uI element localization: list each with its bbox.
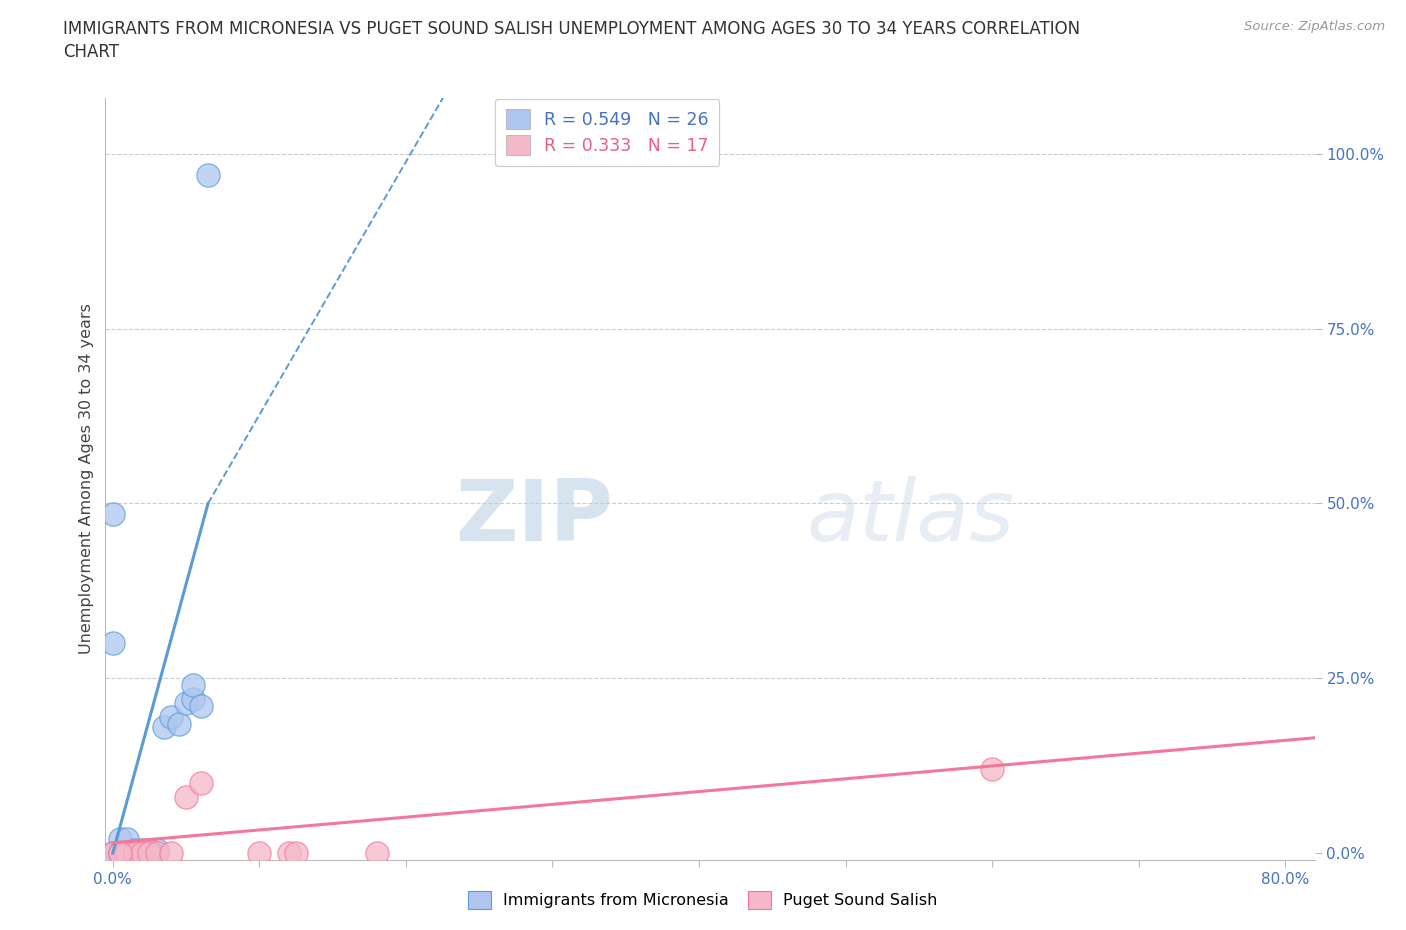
- Point: [101, 636, 124, 651]
- Point: [124, 845, 146, 860]
- Point: [114, 845, 136, 860]
- Point: [183, 692, 205, 707]
- Point: [174, 696, 197, 711]
- Point: [131, 845, 153, 860]
- Point: [145, 843, 167, 857]
- Point: [277, 845, 299, 860]
- Point: [247, 845, 270, 860]
- Point: [101, 845, 124, 860]
- Legend: R = 0.549   N = 26, R = 0.333   N = 17: R = 0.549 N = 26, R = 0.333 N = 17: [495, 99, 718, 166]
- Point: [160, 710, 183, 724]
- Point: [197, 167, 219, 182]
- Point: [108, 845, 131, 860]
- Y-axis label: Unemployment Among Ages 30 to 34 years: Unemployment Among Ages 30 to 34 years: [79, 303, 94, 655]
- Point: [167, 716, 190, 731]
- Point: [101, 507, 124, 522]
- Point: [101, 845, 124, 860]
- Point: [190, 776, 212, 790]
- Point: [138, 843, 160, 857]
- Point: [285, 845, 308, 860]
- Point: [131, 843, 153, 857]
- Point: [981, 762, 1004, 777]
- Point: [174, 790, 197, 804]
- Point: [114, 845, 136, 860]
- Point: [108, 845, 131, 860]
- Point: [117, 831, 139, 846]
- Point: [138, 843, 160, 857]
- Point: [124, 845, 146, 860]
- Text: ZIP: ZIP: [456, 475, 613, 559]
- Text: Source: ZipAtlas.com: Source: ZipAtlas.com: [1244, 20, 1385, 33]
- Text: IMMIGRANTS FROM MICRONESIA VS PUGET SOUND SALISH UNEMPLOYMENT AMONG AGES 30 TO 3: IMMIGRANTS FROM MICRONESIA VS PUGET SOUN…: [63, 20, 1080, 38]
- Point: [153, 720, 176, 735]
- Point: [160, 845, 183, 860]
- Point: [101, 845, 124, 860]
- Point: [117, 845, 139, 860]
- Point: [117, 845, 139, 860]
- Point: [108, 845, 131, 860]
- Point: [145, 845, 167, 860]
- Text: CHART: CHART: [63, 43, 120, 60]
- Point: [131, 845, 153, 860]
- Point: [190, 698, 212, 713]
- Point: [138, 845, 160, 860]
- Point: [124, 843, 146, 857]
- Point: [183, 678, 205, 693]
- Point: [108, 845, 131, 860]
- Point: [108, 831, 131, 846]
- Legend: Immigrants from Micronesia, Puget Sound Salish: Immigrants from Micronesia, Puget Sound …: [460, 883, 946, 917]
- Point: [117, 845, 139, 860]
- Point: [366, 845, 388, 860]
- Text: atlas: atlas: [807, 475, 1015, 559]
